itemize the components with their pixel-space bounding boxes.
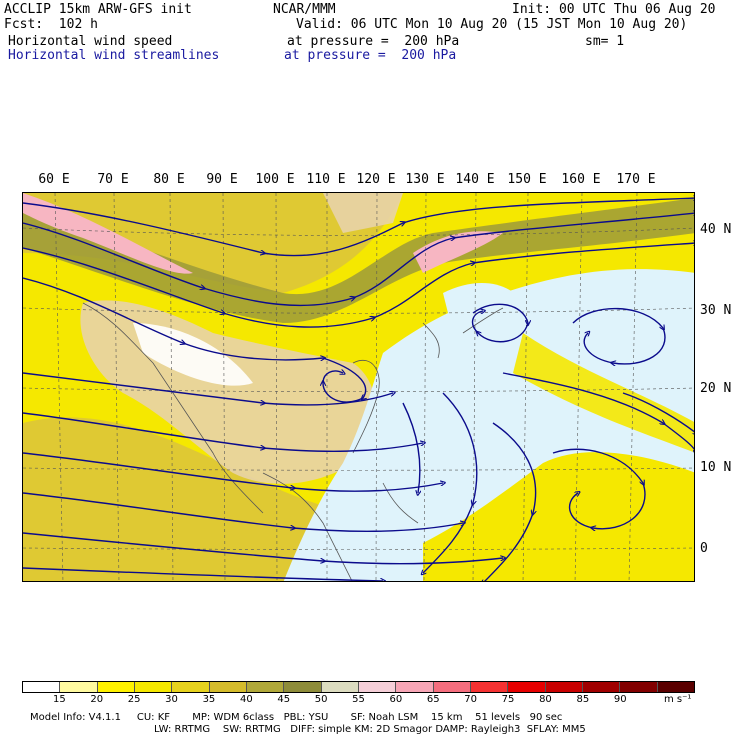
- color-scale-tick-label: 20: [90, 694, 104, 705]
- color-swatch: [172, 682, 210, 692]
- lon-label: 120 E: [356, 172, 396, 187]
- organization-label: NCAR/MMM: [273, 2, 336, 17]
- color-scale-tick-label: 75: [501, 694, 515, 705]
- field2-level: at pressure = 200 hPa: [284, 48, 457, 63]
- lon-label: 150 E: [507, 172, 547, 187]
- color-swatch: [508, 682, 546, 692]
- lon-label: 110 E: [306, 172, 346, 187]
- color-scale-tick-label: 70: [464, 694, 478, 705]
- color-swatch: [582, 682, 621, 692]
- color-scale-tick-label: 40: [239, 694, 253, 705]
- color-scale-tick-label: 85: [576, 694, 590, 705]
- valid-time: Valid: 06 UTC Mon 10 Aug 20 (15 JST Mon …: [296, 17, 688, 32]
- color-swatch: [470, 682, 509, 692]
- lat-label: 0: [700, 541, 708, 556]
- color-swatch: [620, 682, 658, 692]
- ochre-band: [23, 417, 353, 581]
- color-swatch: [284, 682, 322, 692]
- wind-tongue: [513, 333, 694, 453]
- lon-label: 130 E: [405, 172, 445, 187]
- color-swatch: [246, 682, 285, 692]
- model-title: ACCLIP 15km ARW-GFS init: [4, 2, 192, 17]
- color-swatch: [321, 682, 359, 692]
- color-scale-tick-label: 60: [389, 694, 403, 705]
- field1-level: at pressure = 200 hPa: [287, 34, 460, 49]
- lon-label: 80 E: [153, 172, 185, 187]
- color-scale-tick-label: 50: [314, 694, 328, 705]
- color-scale-tick-label: 90: [613, 694, 627, 705]
- init-time: Init: 00 UTC Thu 06 Aug 20: [512, 2, 716, 17]
- color-swatch: [358, 682, 397, 692]
- lat-label: 30 N: [700, 303, 732, 318]
- wind-map-panel: [22, 192, 695, 582]
- color-scale-tick-label: 45: [277, 694, 291, 705]
- lat-label: 20 N: [700, 381, 732, 396]
- wind-map: [23, 193, 694, 581]
- color-swatch: [209, 682, 247, 692]
- color-scale-tick-label: 35: [202, 694, 216, 705]
- color-scale-tick-label: 80: [539, 694, 552, 705]
- smoothing-label: sm= 1: [585, 34, 625, 49]
- color-swatch: [60, 682, 98, 692]
- forecast-hour: Fcst: 102 h: [4, 17, 98, 32]
- field1-name: Horizontal wind speed: [8, 34, 173, 49]
- color-swatch: [657, 682, 694, 692]
- color-scale-tick-label: 15: [53, 694, 66, 705]
- lon-label: 100 E: [255, 172, 295, 187]
- color-scale-tick-label: 30: [165, 694, 178, 705]
- color-scale-unit: m s⁻¹: [664, 694, 692, 705]
- color-scale-tick-label: 25: [127, 694, 141, 705]
- lon-label: 160 E: [561, 172, 601, 187]
- lon-label: 60 E: [38, 172, 70, 187]
- color-swatch: [433, 682, 471, 692]
- color-swatch: [545, 682, 583, 692]
- color-scale-tick-label: 55: [352, 694, 365, 705]
- model-info-line1: Model Info: V4.1.1 CU: KF MP: WDM 6class…: [30, 712, 563, 723]
- lat-label: 40 N: [700, 222, 732, 237]
- lon-label: 140 E: [455, 172, 495, 187]
- color-swatch: [23, 682, 61, 692]
- lon-label: 70 E: [97, 172, 129, 187]
- color-swatch: [97, 682, 135, 692]
- lon-label: 170 E: [616, 172, 656, 187]
- model-info-line2: LW: RRTMG SW: RRTMG DIFF: simple KM: 2D …: [154, 724, 586, 735]
- lat-label: 10 N: [700, 460, 732, 475]
- color-scale-bar: [22, 681, 695, 693]
- field2-name: Horizontal wind streamlines: [8, 48, 220, 63]
- lon-label: 90 E: [206, 172, 238, 187]
- color-scale-tick-label: 65: [426, 694, 440, 705]
- jet-max-pink: [23, 193, 193, 274]
- color-swatch: [396, 682, 434, 692]
- streamlines: [23, 198, 694, 581]
- color-swatch: [134, 682, 173, 692]
